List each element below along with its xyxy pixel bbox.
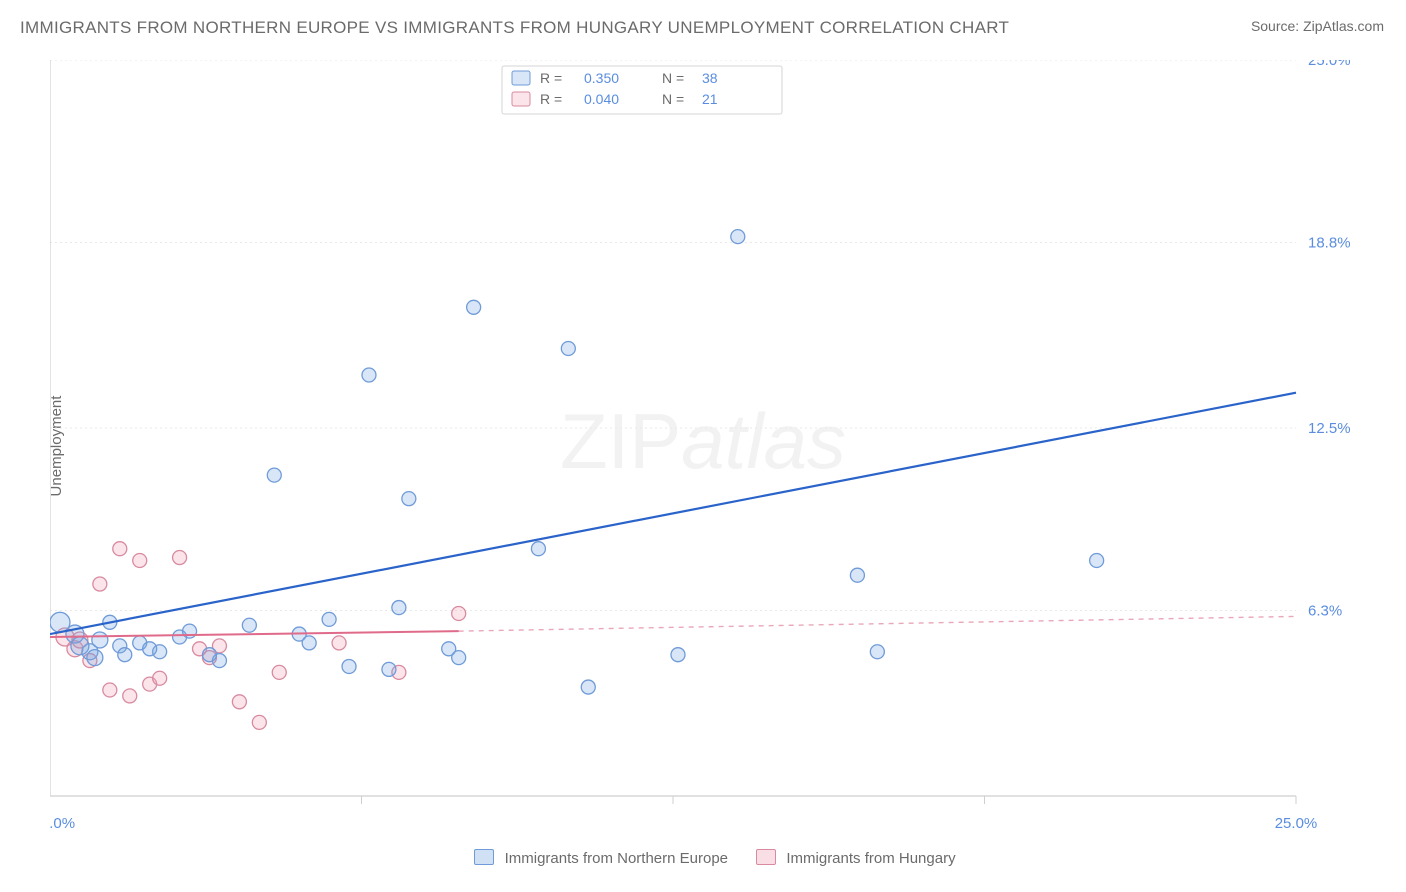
legend-r-label-a: R = (540, 70, 562, 86)
legend-r-label-b: R = (540, 91, 562, 107)
legend-n-label-b: N = (662, 91, 684, 107)
legend-label-b: Immigrants from Hungary (786, 850, 955, 867)
svg-text:12.5%: 12.5% (1308, 420, 1350, 437)
legend-n-value-a: 38 (702, 70, 718, 86)
gridlines (50, 60, 1296, 611)
trendline-hungary-solid (50, 631, 459, 637)
x-max-label: 25.0% (1275, 815, 1318, 830)
source-prefix: Source: (1251, 18, 1303, 34)
series-legend: Immigrants from Northern Europe Immigran… (0, 849, 1406, 867)
legend-r-value-b: 0.040 (584, 91, 619, 107)
trendline-northern-europe (50, 393, 1296, 634)
legend-swatch-b (756, 849, 776, 865)
legend-swatch-hungary (512, 92, 530, 106)
svg-text:18.8%: 18.8% (1308, 235, 1350, 252)
trendline-hungary-dashed (459, 616, 1296, 631)
scatter-northern-europe (50, 60, 1104, 694)
x-min-label: 0.0% (50, 815, 75, 830)
correlation-legend: R = 0.350 N = 38 R = 0.040 N = 21 (502, 66, 782, 114)
legend-label-a: Immigrants from Northern Europe (505, 850, 728, 867)
legend-swatch-a (474, 849, 494, 865)
chart-plot: 6.3% 12.5% 18.8% 25.0% R = 0.350 N = 38 R =… (50, 60, 1350, 830)
legend-r-value-a: 0.350 (584, 70, 619, 86)
y-tick-labels: 6.3% 12.5% 18.8% 25.0% (1308, 60, 1350, 620)
chart-title: IMMIGRANTS FROM NORTHERN EUROPE VS IMMIG… (20, 18, 1009, 38)
legend-n-value-b: 21 (702, 91, 718, 107)
svg-text:25.0%: 25.0% (1308, 60, 1350, 69)
svg-text:6.3%: 6.3% (1308, 603, 1342, 620)
legend-swatch-northern-europe (512, 71, 530, 85)
source-attribution: Source: ZipAtlas.com (1251, 18, 1384, 34)
x-ticks (362, 796, 1297, 804)
source-name: ZipAtlas.com (1303, 18, 1384, 34)
legend-n-label-a: N = (662, 70, 684, 86)
